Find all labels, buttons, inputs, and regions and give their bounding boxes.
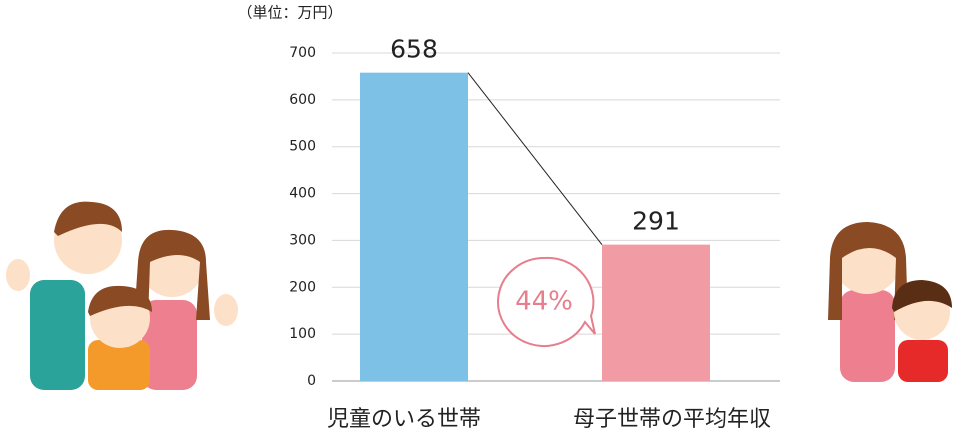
unit-label: （単位：万円） [237,4,342,22]
bar [360,72,468,382]
bar [602,244,710,381]
speech-bubble [497,256,596,347]
y-tick-label: 100 [289,326,316,342]
y-tick-label: 400 [289,186,316,202]
value-label: 291 [632,207,680,236]
y-tick-label: 500 [289,139,316,155]
annotation: 44% [515,287,573,317]
family-illustration [6,201,238,390]
y-tick-label: 600 [289,92,316,108]
y-tick-label: 300 [289,232,316,248]
connector-line [467,72,603,245]
y-tick-label: 0 [307,373,316,389]
x-tick-label: 母子世帯の平均年収 [573,407,771,432]
mother-daughter-illustration [828,222,952,382]
y-tick-label: 200 [289,279,316,295]
x-tick-label: 児童のいる世帯 [327,407,481,432]
value-label: 658 [390,35,438,64]
y-tick-label: 700 [289,45,316,61]
